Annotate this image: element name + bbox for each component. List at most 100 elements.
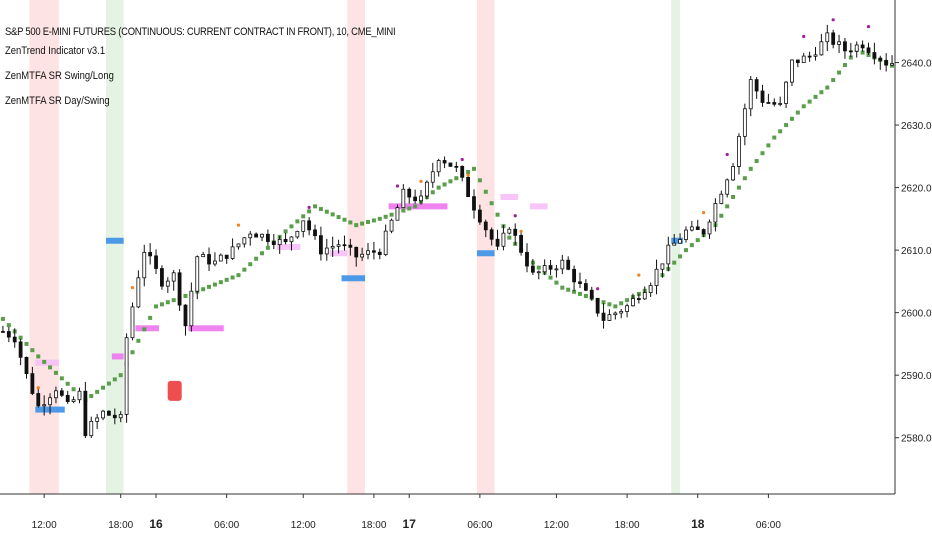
trend-line-mark — [371, 218, 376, 223]
candle-body — [589, 289, 594, 299]
trend-line-mark — [318, 207, 323, 212]
candle-body — [301, 220, 306, 232]
trend-line-mark — [583, 293, 588, 298]
candle-body — [18, 341, 23, 358]
candle-body — [790, 59, 794, 83]
trend-line-mark — [448, 179, 453, 184]
candle-body — [59, 390, 64, 396]
candle-body — [572, 268, 576, 283]
trend-line-mark — [689, 243, 694, 248]
candle-body — [554, 268, 559, 271]
signal-dot — [466, 173, 470, 177]
sr-level-3 — [341, 275, 366, 282]
candle-body — [725, 179, 730, 195]
trend-line-mark — [89, 394, 94, 399]
candle-body — [530, 265, 535, 273]
legend-indicator-1[interactable]: ZenTrend Indicator v3.1 — [5, 45, 106, 57]
candle-body — [542, 265, 547, 273]
trend-line-mark — [389, 212, 394, 217]
trend-line-mark — [324, 209, 329, 214]
trend-line-mark — [242, 267, 247, 272]
sr-level-14 — [529, 203, 548, 210]
candle-body — [330, 245, 335, 249]
candle-body — [95, 417, 100, 422]
trend-line-mark — [42, 359, 47, 364]
candle-body — [448, 162, 453, 167]
candle-body — [442, 160, 447, 164]
candle-body — [819, 41, 824, 56]
trend-line-mark — [536, 265, 541, 270]
trend-line-mark — [813, 94, 818, 99]
candle-body — [319, 235, 323, 255]
x-tick-label: 18:00 — [615, 520, 640, 531]
trend-line-mark — [159, 302, 164, 307]
trend-line-mark — [784, 123, 789, 128]
candle-body — [748, 79, 753, 110]
sr-level-9 — [388, 203, 448, 210]
sr-level-5 — [671, 237, 684, 244]
candle-body — [601, 312, 606, 321]
trend-line-mark — [130, 350, 135, 355]
candle-body — [383, 230, 388, 256]
sr-level-11 — [276, 244, 301, 250]
trend-line-mark — [483, 189, 488, 194]
candle-body — [460, 166, 465, 178]
trend-line-mark — [0, 316, 5, 321]
trend-line-mark — [442, 182, 447, 187]
legend-indicator-3[interactable]: ZenMTFA SR Day/Swing — [5, 95, 110, 107]
signal-dot — [519, 229, 523, 233]
candle-body — [424, 181, 429, 197]
y-tick-label: 2610.00 — [901, 246, 932, 257]
candle-body — [430, 171, 435, 183]
candle-body — [42, 404, 47, 407]
trend-line-mark — [71, 387, 76, 392]
y-tick-label: 2640.00 — [901, 59, 932, 70]
trend-line-mark — [866, 53, 871, 58]
trend-line-mark — [224, 277, 229, 282]
candle-body — [801, 55, 806, 64]
candle-body — [678, 239, 682, 244]
x-tick-label: 16 — [149, 517, 163, 531]
trend-line-mark — [183, 293, 188, 298]
x-tick-label: 18:00 — [108, 520, 133, 531]
candle-body — [183, 304, 188, 327]
candle-body — [213, 260, 217, 265]
candle-body — [366, 250, 370, 255]
trend-line-mark — [154, 304, 159, 309]
candle-body — [860, 44, 865, 49]
candle-body — [89, 420, 94, 437]
trend-line-mark — [201, 287, 206, 292]
x-tick-label: 17 — [403, 517, 417, 531]
swing-dot — [802, 34, 806, 39]
trend-line-mark — [760, 151, 765, 156]
trend-line-mark — [507, 235, 512, 240]
candle-body — [866, 47, 871, 53]
y-tick-label: 2580.00 — [901, 434, 932, 445]
candle-body — [713, 203, 718, 223]
candle-body — [489, 229, 494, 240]
trend-line-mark — [212, 282, 217, 287]
candle-body — [619, 311, 624, 314]
signal-dot — [130, 286, 135, 290]
sr-level-7 — [135, 325, 159, 332]
trend-line-mark — [795, 110, 800, 115]
candle-body — [695, 226, 700, 230]
trend-line-mark — [742, 176, 747, 181]
candle-body — [872, 52, 877, 59]
candle-body — [513, 228, 518, 236]
candle-body — [754, 79, 759, 92]
trend-line-mark — [407, 206, 412, 211]
candle-body — [395, 207, 400, 221]
trend-line-mark — [53, 370, 58, 375]
trend-line-mark — [6, 323, 11, 328]
candle-body — [778, 103, 783, 105]
legend-indicator-2[interactable]: ZenMTFA SR Swing/Long — [5, 70, 114, 82]
trend-line-mark — [295, 219, 300, 224]
candle-body — [154, 255, 158, 269]
candle-body — [177, 272, 182, 306]
candle-body — [583, 283, 588, 291]
candle-body — [218, 254, 223, 262]
candle-body — [307, 220, 312, 231]
